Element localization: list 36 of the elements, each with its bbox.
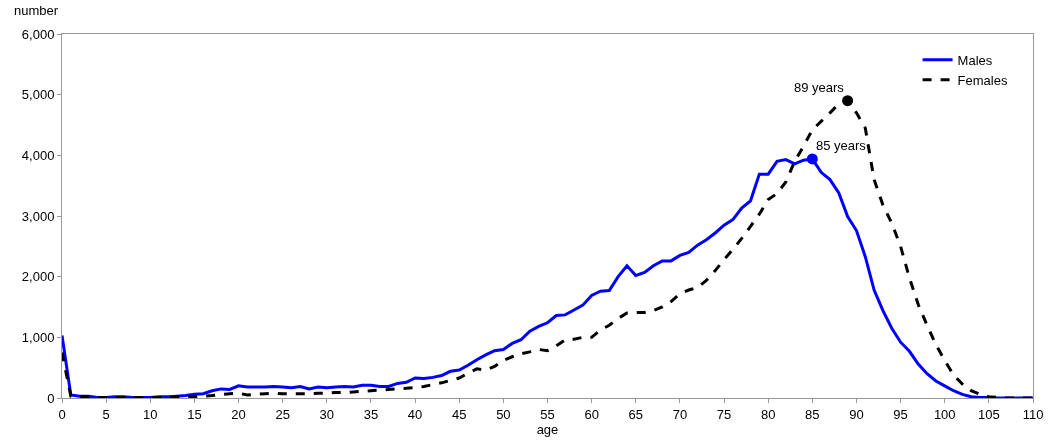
y-tick-label: 4,000 [21, 147, 55, 163]
x-tick-label: 90 [849, 406, 864, 422]
x-tick-label: 65 [628, 406, 643, 422]
x-tick-label: 55 [540, 406, 555, 422]
x-tick-label: 60 [584, 406, 599, 422]
x-tick-label: 25 [275, 406, 290, 422]
x-tick-label: 105 [978, 406, 1000, 422]
x-tick-label: 85 [805, 406, 820, 422]
y-axis-title: number [14, 3, 59, 18]
x-axis-title: age [536, 421, 559, 437]
x-tick-label: 50 [496, 406, 511, 422]
x-tick-label: 0 [58, 406, 66, 422]
x-tick-label: 15 [187, 406, 202, 422]
x-tick-label: 20 [231, 406, 246, 422]
x-tick-label: 75 [716, 406, 732, 422]
x-tick-label: 110 [1022, 406, 1044, 422]
y-tick-label: 6,000 [21, 26, 55, 42]
x-tick-label: 10 [143, 406, 158, 422]
y-tick-label: 3,000 [21, 208, 55, 224]
x-tick-label: 100 [933, 406, 956, 422]
x-tick-label: 30 [319, 406, 335, 422]
y-tick-label: 2,000 [21, 269, 55, 285]
x-tick-label: 95 [893, 406, 908, 422]
x-tick-label: 70 [672, 406, 688, 422]
x-tick-label: 45 [452, 406, 467, 422]
annotation: 85 years [816, 138, 867, 153]
y-tick-label: 1,000 [21, 329, 55, 345]
x-tick-label: 5 [102, 406, 110, 422]
x-tick-label: 35 [363, 406, 379, 422]
y-tick-label: 5,000 [21, 87, 55, 103]
x-tick-label: 40 [407, 406, 423, 422]
legend-label: Females [957, 72, 1008, 88]
y-tick-label: 0 [47, 390, 55, 406]
x-tick-label: 80 [760, 406, 776, 422]
legend-label: Males [957, 52, 993, 68]
annotation: 89 years [794, 80, 845, 95]
